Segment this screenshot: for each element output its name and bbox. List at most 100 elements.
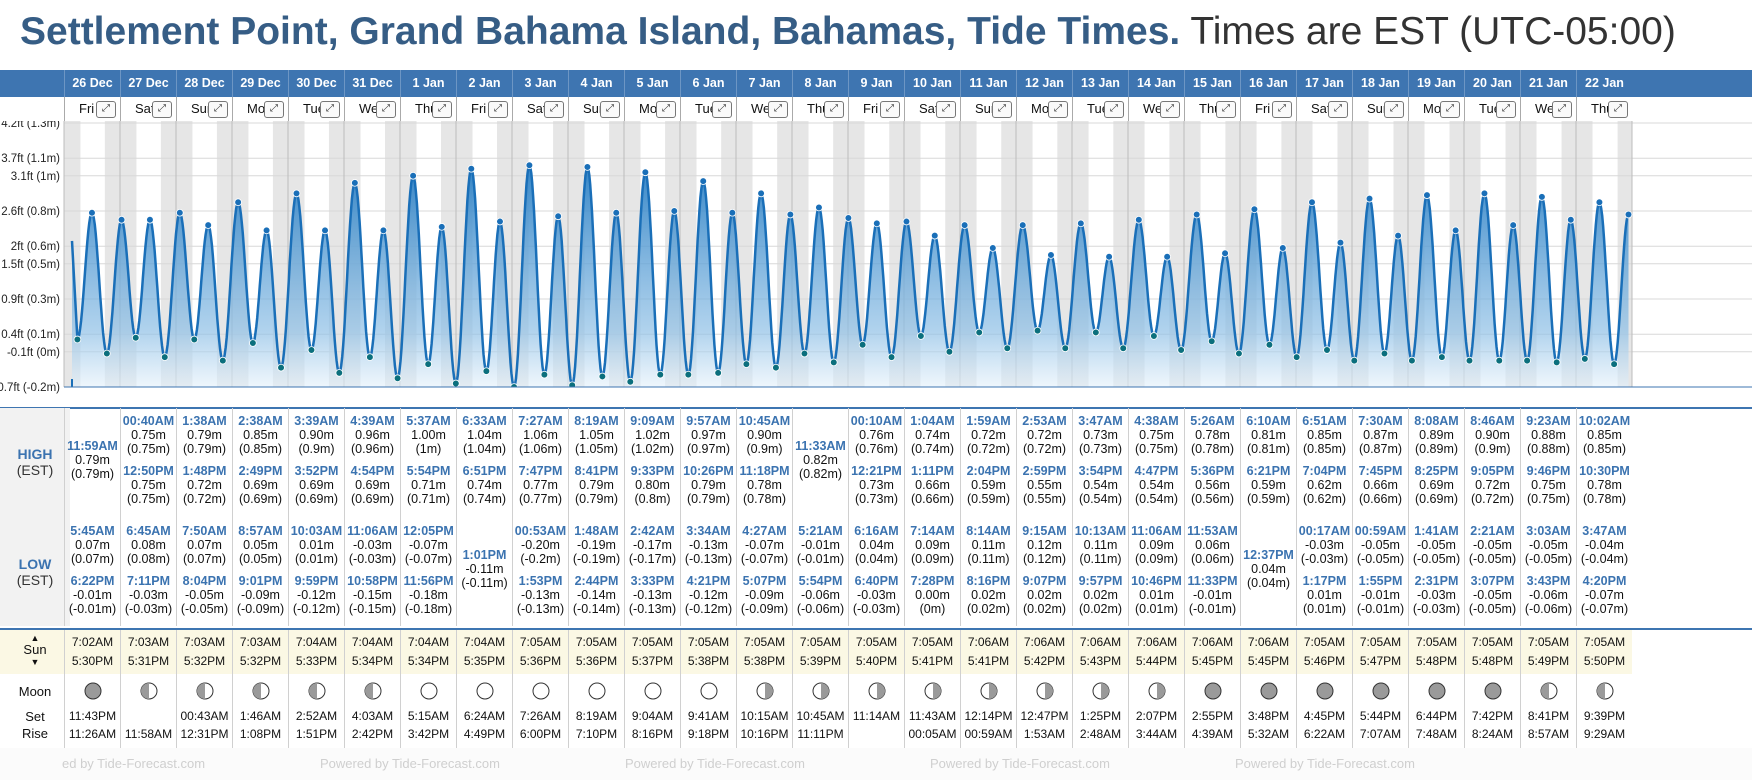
low-tide-entry-time: 7:14AM	[910, 524, 955, 538]
sunset-time: 5:30PM	[71, 654, 114, 668]
low-tide-entry-height-m: (-0.07m)	[1580, 602, 1629, 616]
low-tide-entry-height: -0.05m	[1529, 538, 1568, 552]
high-tide-entry-height-m: (0.79m)	[182, 442, 227, 456]
expand-day-button[interactable]: ⤢	[824, 101, 844, 118]
high-tide-entry-height: 0.69m	[243, 478, 278, 492]
moonrise-time: 1:08PM	[239, 727, 282, 741]
low-tide-entry-time: 11:53AM	[1187, 524, 1238, 538]
low-tide-entry-height: -0.03m	[857, 588, 896, 602]
expand-day-button[interactable]: ⤢	[1608, 101, 1628, 118]
expand-day-button[interactable]: ⤢	[656, 101, 676, 118]
expand-day-button[interactable]: ⤢	[992, 101, 1012, 118]
expand-day-button[interactable]: ⤢	[1496, 101, 1516, 118]
high-tide-entry-height-m: (0.89m)	[1414, 442, 1459, 456]
low-tide-entry-height-m: (-0.12m)	[292, 602, 341, 616]
expand-day-button[interactable]: ⤢	[320, 101, 340, 118]
expand-day-button[interactable]: ⤢	[936, 101, 956, 118]
weekday-header-cell: Mon ⤢	[624, 97, 680, 121]
weekday-header-cell: Sat ⤢	[904, 97, 960, 121]
expand-day-button[interactable]: ⤢	[1384, 101, 1404, 118]
expand-day-button[interactable]: ⤢	[1048, 101, 1068, 118]
expand-day-button[interactable]: ⤢	[768, 101, 788, 118]
expand-day-button[interactable]: ⤢	[712, 101, 732, 118]
low-tide-entry-time: 3:47AM	[1582, 524, 1627, 538]
high-tide-entry-time: 9:57AM	[686, 414, 731, 428]
high-tide-point	[234, 198, 242, 206]
sunset-time: 5:46PM	[1303, 654, 1346, 668]
low-tide-entry-time: 1:48AM	[574, 524, 619, 538]
high-tide-entry-time: 8:08AM	[1414, 414, 1459, 428]
high-tide-entry-height-m: (0.72m)	[182, 492, 227, 506]
high-tide-point	[409, 171, 417, 180]
high-tide-point	[292, 189, 301, 198]
high-tide-cell: 5:26AM 0.78m (0.78m) 5:36PM 0.56m (0.56m)	[1184, 408, 1240, 518]
expand-day-button[interactable]: ⤢	[544, 101, 564, 118]
low-tide-entry-height-m: (-0.17m)	[628, 552, 677, 566]
low-tide-entry-height: -0.04m	[1585, 538, 1624, 552]
moonset-time: 4:45PM	[1303, 709, 1346, 723]
high-tide-cell: 6:51AM 0.85m (0.85m) 7:04PM 0.62m (0.62m)	[1296, 408, 1352, 518]
expand-day-button[interactable]: ⤢	[1160, 101, 1180, 118]
expand-day-button[interactable]: ⤢	[152, 101, 172, 118]
low-tide-entry: 4:27AM -0.07m (-0.07m)	[737, 524, 792, 566]
low-tide-cell: 9:15AM 0.12m (0.12m) 9:07PM 0.02m (0.02m)	[1016, 518, 1072, 626]
moon-cell: 1:25PM 2:48AM	[1072, 674, 1128, 748]
low-tide-point	[1323, 346, 1331, 354]
expand-day-button[interactable]: ⤢	[1272, 101, 1292, 118]
expand-day-button[interactable]: ⤢	[376, 101, 396, 118]
expand-day-button[interactable]: ⤢	[600, 101, 620, 118]
low-tide-entry-height-m: (0.01m)	[1302, 602, 1347, 616]
expand-day-button[interactable]: ⤢	[1216, 101, 1236, 118]
low-tide-entry-height: -0.05m	[1473, 588, 1512, 602]
moonset-time: 6:44PM	[1415, 709, 1458, 723]
moonrise-time: 4:49PM	[463, 727, 506, 741]
low-tide-entry-time: 8:04PM	[182, 574, 227, 588]
low-tide-entry: 6:16AM 0.04m (0.04m)	[849, 524, 904, 566]
moon-cell: 12:14PM 00:59AM	[960, 674, 1016, 748]
high-tide-entry-height: 0.55m	[1027, 478, 1062, 492]
expand-day-button[interactable]: ⤢	[1552, 101, 1572, 118]
low-tide-entry-time: 1:55PM	[1358, 574, 1403, 588]
low-tide-entry: 8:14AM 0.11m (0.11m)	[961, 524, 1016, 566]
high-tide-entry: 7:45PM 0.66m (0.66m)	[1353, 464, 1408, 506]
high-tide-point	[815, 203, 823, 212]
sun-cell: 7:05AM 5:38PM	[736, 630, 792, 674]
high-tide-entry-height-m: (1.04m)	[462, 442, 507, 456]
high-tide-entry-height: 0.72m	[187, 478, 222, 492]
low-tide-entry-height: -0.01m	[801, 538, 840, 552]
weekday-header-cell: Mon ⤢	[232, 97, 288, 121]
sun-up-arrow-icon: ▲	[30, 633, 40, 643]
low-tide-point	[975, 328, 984, 337]
high-tide-entry: 4:47PM 0.54m (0.54m)	[1129, 464, 1184, 506]
moon-phase-icon	[924, 682, 941, 700]
low-tide-entry: 12:37PM 0.04m (0.04m)	[1241, 548, 1296, 590]
moonrise-time: 4:39AM	[1191, 727, 1234, 741]
high-tide-entry-time: 10:45AM	[738, 414, 791, 428]
high-tide-entry-height-m: (0.77m)	[518, 492, 563, 506]
expand-day-button[interactable]: ⤢	[208, 101, 228, 118]
high-tide-entry-time: 8:19AM	[574, 414, 619, 428]
low-tide-point	[307, 346, 316, 354]
high-tide-entry: 1:11PM 0.66m (0.66m)	[905, 464, 960, 506]
low-tide-entry: 3:07PM -0.05m (-0.05m)	[1465, 574, 1520, 616]
sun-cell: 7:05AM 5:38PM	[680, 630, 736, 674]
high-tide-entry-height: 0.97m	[691, 428, 726, 442]
sunrise-time: 7:05AM	[1471, 635, 1514, 649]
high-tide-point	[496, 217, 504, 226]
high-tide-entry-height: 0.69m	[299, 478, 334, 492]
low-tide-entry-height-m: (-0.03m)	[124, 602, 173, 616]
moonset-time: 2:52AM	[295, 709, 338, 723]
expand-day-button[interactable]: ⤢	[1440, 101, 1460, 118]
sun-cell: 7:04AM 5:34PM	[344, 630, 400, 674]
expand-day-button[interactable]: ⤢	[96, 101, 116, 118]
low-tide-entry: 1:17PM 0.01m (0.01m)	[1297, 574, 1352, 616]
high-tide-entry-height-m: (0.85m)	[1302, 442, 1347, 456]
high-tide-point	[1394, 231, 1402, 240]
expand-day-button[interactable]: ⤢	[1104, 101, 1124, 118]
expand-day-button[interactable]: ⤢	[1328, 101, 1348, 118]
expand-day-button[interactable]: ⤢	[432, 101, 452, 118]
expand-day-button[interactable]: ⤢	[880, 101, 900, 118]
expand-day-button[interactable]: ⤢	[488, 101, 508, 118]
expand-day-button[interactable]: ⤢	[264, 101, 284, 118]
low-tide-entry-height-m: (-0.05m)	[1524, 552, 1573, 566]
